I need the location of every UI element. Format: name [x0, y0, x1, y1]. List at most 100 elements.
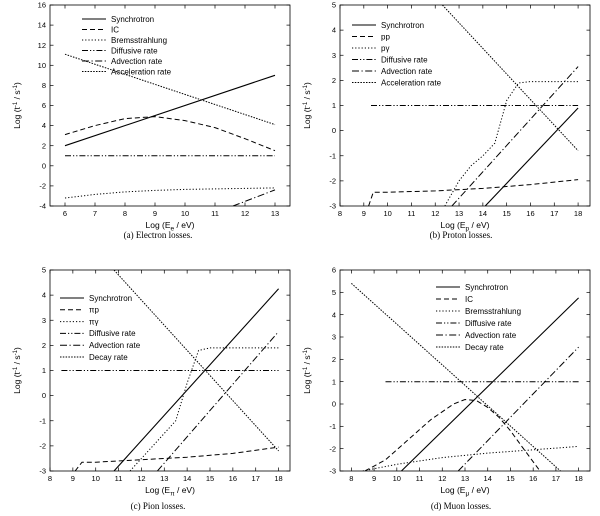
x-tick-label: 12 [241, 209, 249, 218]
x-tick-label: 14 [484, 474, 492, 483]
legend-label-1: Synchrotron [465, 283, 508, 292]
y-tick-label: 3 [332, 333, 336, 342]
y-tick-label: -2 [329, 176, 336, 185]
panel-a: 6 7 8 9 10 11 12 13 -4 -2 0 2 4 6 8 10 12 14 16 Log (Ee / e… [12, 1, 291, 240]
y-axis-label: Log (t-1 / s-1) [302, 347, 312, 394]
y-tick-label: 16 [38, 1, 46, 10]
legend-label-1: Synchrotron [89, 294, 132, 303]
y-tick-label: 6 [332, 266, 336, 275]
series-line-6 [442, 5, 579, 152]
x-tick-label: 16 [529, 474, 537, 483]
y-tick-label: -1 [39, 416, 46, 425]
x-tick-label: 11 [416, 474, 424, 483]
y-tick-label: 1 [332, 101, 336, 110]
legend: Synchrotron IC Bremsstrahlung Diffusive rat… [436, 283, 521, 352]
y-tick-label: 0 [42, 391, 46, 400]
legend-label-6: Decay rate [465, 343, 504, 352]
x-axis-label: Log (Ee / eV) [146, 220, 195, 233]
x-tick-label: 9 [71, 474, 75, 483]
y-tick-label: 2 [42, 341, 46, 350]
legend-label-1: Synchrotron [381, 21, 424, 30]
series-line-3 [362, 445, 579, 471]
panel-caption: (b) Proton losses. [430, 230, 493, 240]
series-line-2 [64, 116, 276, 152]
y-tick-label: -3 [329, 467, 336, 476]
legend-label-2: πp [89, 306, 100, 315]
y-tick-label: 10 [38, 61, 46, 70]
plot-area [61, 270, 280, 471]
legend-label-4: Diffusive rate [381, 55, 428, 64]
y-tick-label: 12 [38, 41, 46, 50]
series-line-3 [129, 347, 279, 471]
legend-label-3: pγ [381, 44, 389, 53]
legend-label-6: Decay rate [89, 353, 128, 362]
x-tick-label: 17 [252, 474, 260, 483]
y-tick-label: 4 [332, 26, 336, 35]
series-line-3 [444, 81, 579, 206]
y-axis-label: Log (t-1 / s-1) [12, 347, 22, 394]
y-tick-label: 8 [42, 81, 46, 90]
series-line-1 [64, 74, 276, 147]
x-tick-label: 10 [92, 474, 100, 483]
y-axis-label: Log (t-1 / s-1) [302, 82, 312, 129]
y-tick-label: 4 [42, 291, 46, 300]
x-axis-label: Log (Eπ / eV) [145, 485, 195, 498]
series-line-6 [351, 283, 561, 471]
y-tick-label: -1 [329, 422, 336, 431]
x-tick-label: 13 [461, 474, 469, 483]
x-tick-label: 16 [229, 474, 237, 483]
x-tick-label: 18 [574, 474, 582, 483]
x-tick-label: 14 [479, 209, 487, 218]
legend-label-6: Acceleration rate [111, 67, 172, 76]
y-tick-label: 4 [332, 310, 336, 319]
x-tick-label: 6 [63, 209, 67, 218]
legend: Synchrotron πp πγ Diffusive rate Advection r… [60, 294, 141, 362]
legend-label-3: Bremsstrahlung [465, 307, 521, 316]
legend-label-2: IC [465, 295, 473, 304]
y-tick-label: -2 [39, 441, 46, 450]
x-tick-label: 11 [211, 209, 219, 218]
series-line-1 [484, 107, 579, 206]
x-tick-label: 9 [153, 209, 157, 218]
legend-label-4: Diffusive rate [465, 319, 512, 328]
x-axis-label: Log (Ep / eV) [441, 220, 490, 233]
series-line-2 [368, 179, 579, 206]
series-line-2 [74, 446, 279, 471]
legend-label-2: pp [381, 32, 390, 41]
y-tick-label: -1 [329, 151, 336, 160]
x-tick-label: 15 [502, 209, 510, 218]
y-tick-label: 2 [332, 355, 336, 364]
legend: Synchrotron pp pγ Diffusive rate Advection r… [352, 21, 442, 87]
x-tick-label: 13 [455, 209, 463, 218]
series-line-1 [401, 297, 579, 471]
x-tick-label: 8 [48, 474, 52, 483]
series-line-5 [232, 189, 276, 206]
x-tick-label: 15 [206, 474, 214, 483]
legend-label-4: Diffusive rate [111, 46, 158, 55]
y-tick-label: 2 [332, 76, 336, 85]
y-tick-label: 0 [42, 161, 46, 170]
series-line-5 [157, 331, 279, 471]
y-tick-label: -3 [329, 202, 336, 211]
x-tick-label: 12 [137, 474, 145, 483]
legend-label-4: Diffusive rate [89, 329, 136, 338]
x-tick-label: 8 [338, 209, 342, 218]
y-tick-label: 0 [332, 400, 336, 409]
y-tick-label: 14 [38, 21, 46, 30]
y-tick-label: 4 [42, 121, 46, 130]
legend-label-6: Acceleration rate [381, 78, 442, 87]
x-tick-label: 16 [526, 209, 534, 218]
legend-label-2: IC [111, 25, 119, 34]
x-tick-label: 11 [408, 209, 416, 218]
x-tick-label: 17 [552, 474, 560, 483]
y-tick-label: 5 [332, 288, 336, 297]
x-tick-label: 14 [183, 474, 191, 483]
legend-label-5: Advection rate [89, 341, 141, 350]
legend-label-5: Advection rate [111, 57, 163, 66]
series-line-5 [451, 66, 579, 206]
